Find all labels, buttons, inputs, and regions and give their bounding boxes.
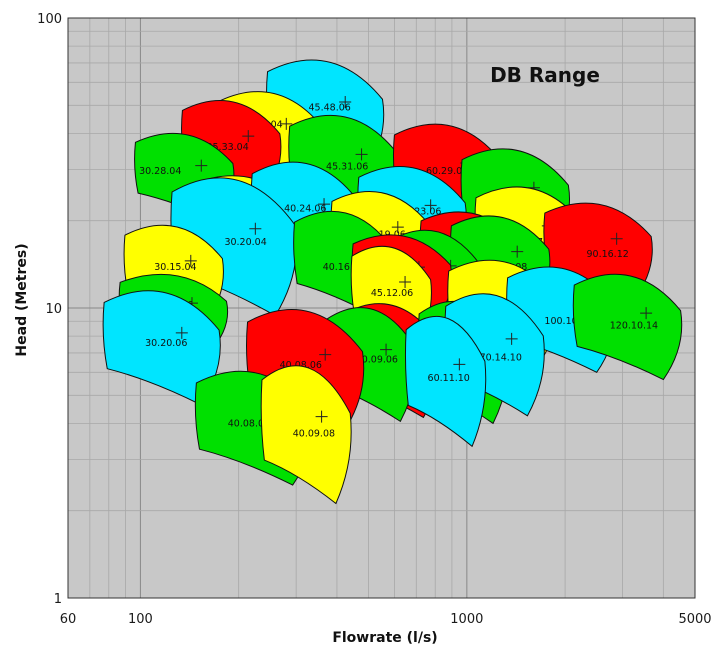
x-axis-title: Flowrate (l/s) — [332, 630, 437, 646]
chart-title: DB Range — [490, 63, 600, 87]
plot-frame — [67, 17, 696, 599]
x-tick-label: 100 — [128, 612, 153, 627]
x-tick-label: 60 — [60, 612, 77, 627]
region-label: 40.09.06 — [356, 354, 398, 365]
region-label: 45.48.06 — [309, 102, 351, 113]
bep-marker — [318, 198, 331, 211]
region-label: 60.29.06 — [426, 166, 468, 177]
y-tick-label: 1 — [54, 592, 62, 607]
y-tick-label: 10 — [45, 302, 62, 317]
bep-marker — [319, 348, 332, 361]
region-label: 70.14.10 — [480, 352, 522, 363]
x-tick-labels: 60 100 1000 5000 — [60, 612, 712, 627]
region-label: 45.12.06 — [371, 288, 413, 299]
bep-marker — [511, 245, 524, 258]
bep-marker — [315, 410, 328, 423]
bep-marker — [175, 326, 188, 339]
bep-marker — [195, 159, 208, 172]
bep-marker — [242, 130, 255, 143]
region-label: 40.08.08 — [228, 419, 270, 430]
bep-marker — [355, 148, 368, 161]
bep-marker — [184, 254, 197, 267]
bep-marker — [424, 199, 437, 212]
bep-marker — [339, 96, 352, 109]
region-40-09-08 — [260, 365, 352, 505]
region-label: 30.20.06 — [145, 338, 187, 349]
bep-marker — [640, 307, 653, 320]
bep-marker — [249, 222, 262, 235]
region-120-10-14 — [572, 273, 683, 381]
bep-marker — [391, 221, 404, 234]
region-label: 35.33.04 — [206, 142, 248, 153]
bep-marker — [280, 117, 293, 130]
y-tick-labels: 1 10 100 — [37, 12, 62, 607]
bep-marker — [453, 358, 466, 371]
y-tick-label: 100 — [37, 12, 62, 27]
x-tick-label: 5000 — [678, 612, 711, 627]
region-label: 30.28.04 — [139, 166, 181, 177]
region-label: 30.20.04 — [224, 237, 266, 248]
performance-regions: 45.48.0640.40.0435.33.0445.31.0630.28.04… — [102, 59, 683, 505]
region-label: 90.16.12 — [586, 249, 628, 260]
region-label: 30.15.04 — [154, 262, 196, 273]
region-label: 100.10.12 — [544, 316, 592, 327]
bep-marker — [399, 275, 412, 288]
bep-marker — [380, 343, 393, 356]
y-axis-title: Head (Metres) — [14, 243, 30, 356]
region-label: 40.24.06 — [284, 204, 326, 215]
region-60-11-10 — [404, 315, 487, 448]
region-label: 60.11.10 — [428, 373, 470, 384]
region-label: 120.10.14 — [610, 320, 658, 331]
region-label: 50.23.06 — [399, 207, 441, 218]
x-tick-label: 1000 — [450, 612, 483, 627]
region-label: 45.31.06 — [326, 162, 368, 173]
bep-marker — [505, 332, 518, 345]
region-label: 40.09.08 — [293, 429, 335, 440]
bep-marker — [610, 232, 623, 245]
region-label: 40.16.06 — [323, 262, 365, 273]
